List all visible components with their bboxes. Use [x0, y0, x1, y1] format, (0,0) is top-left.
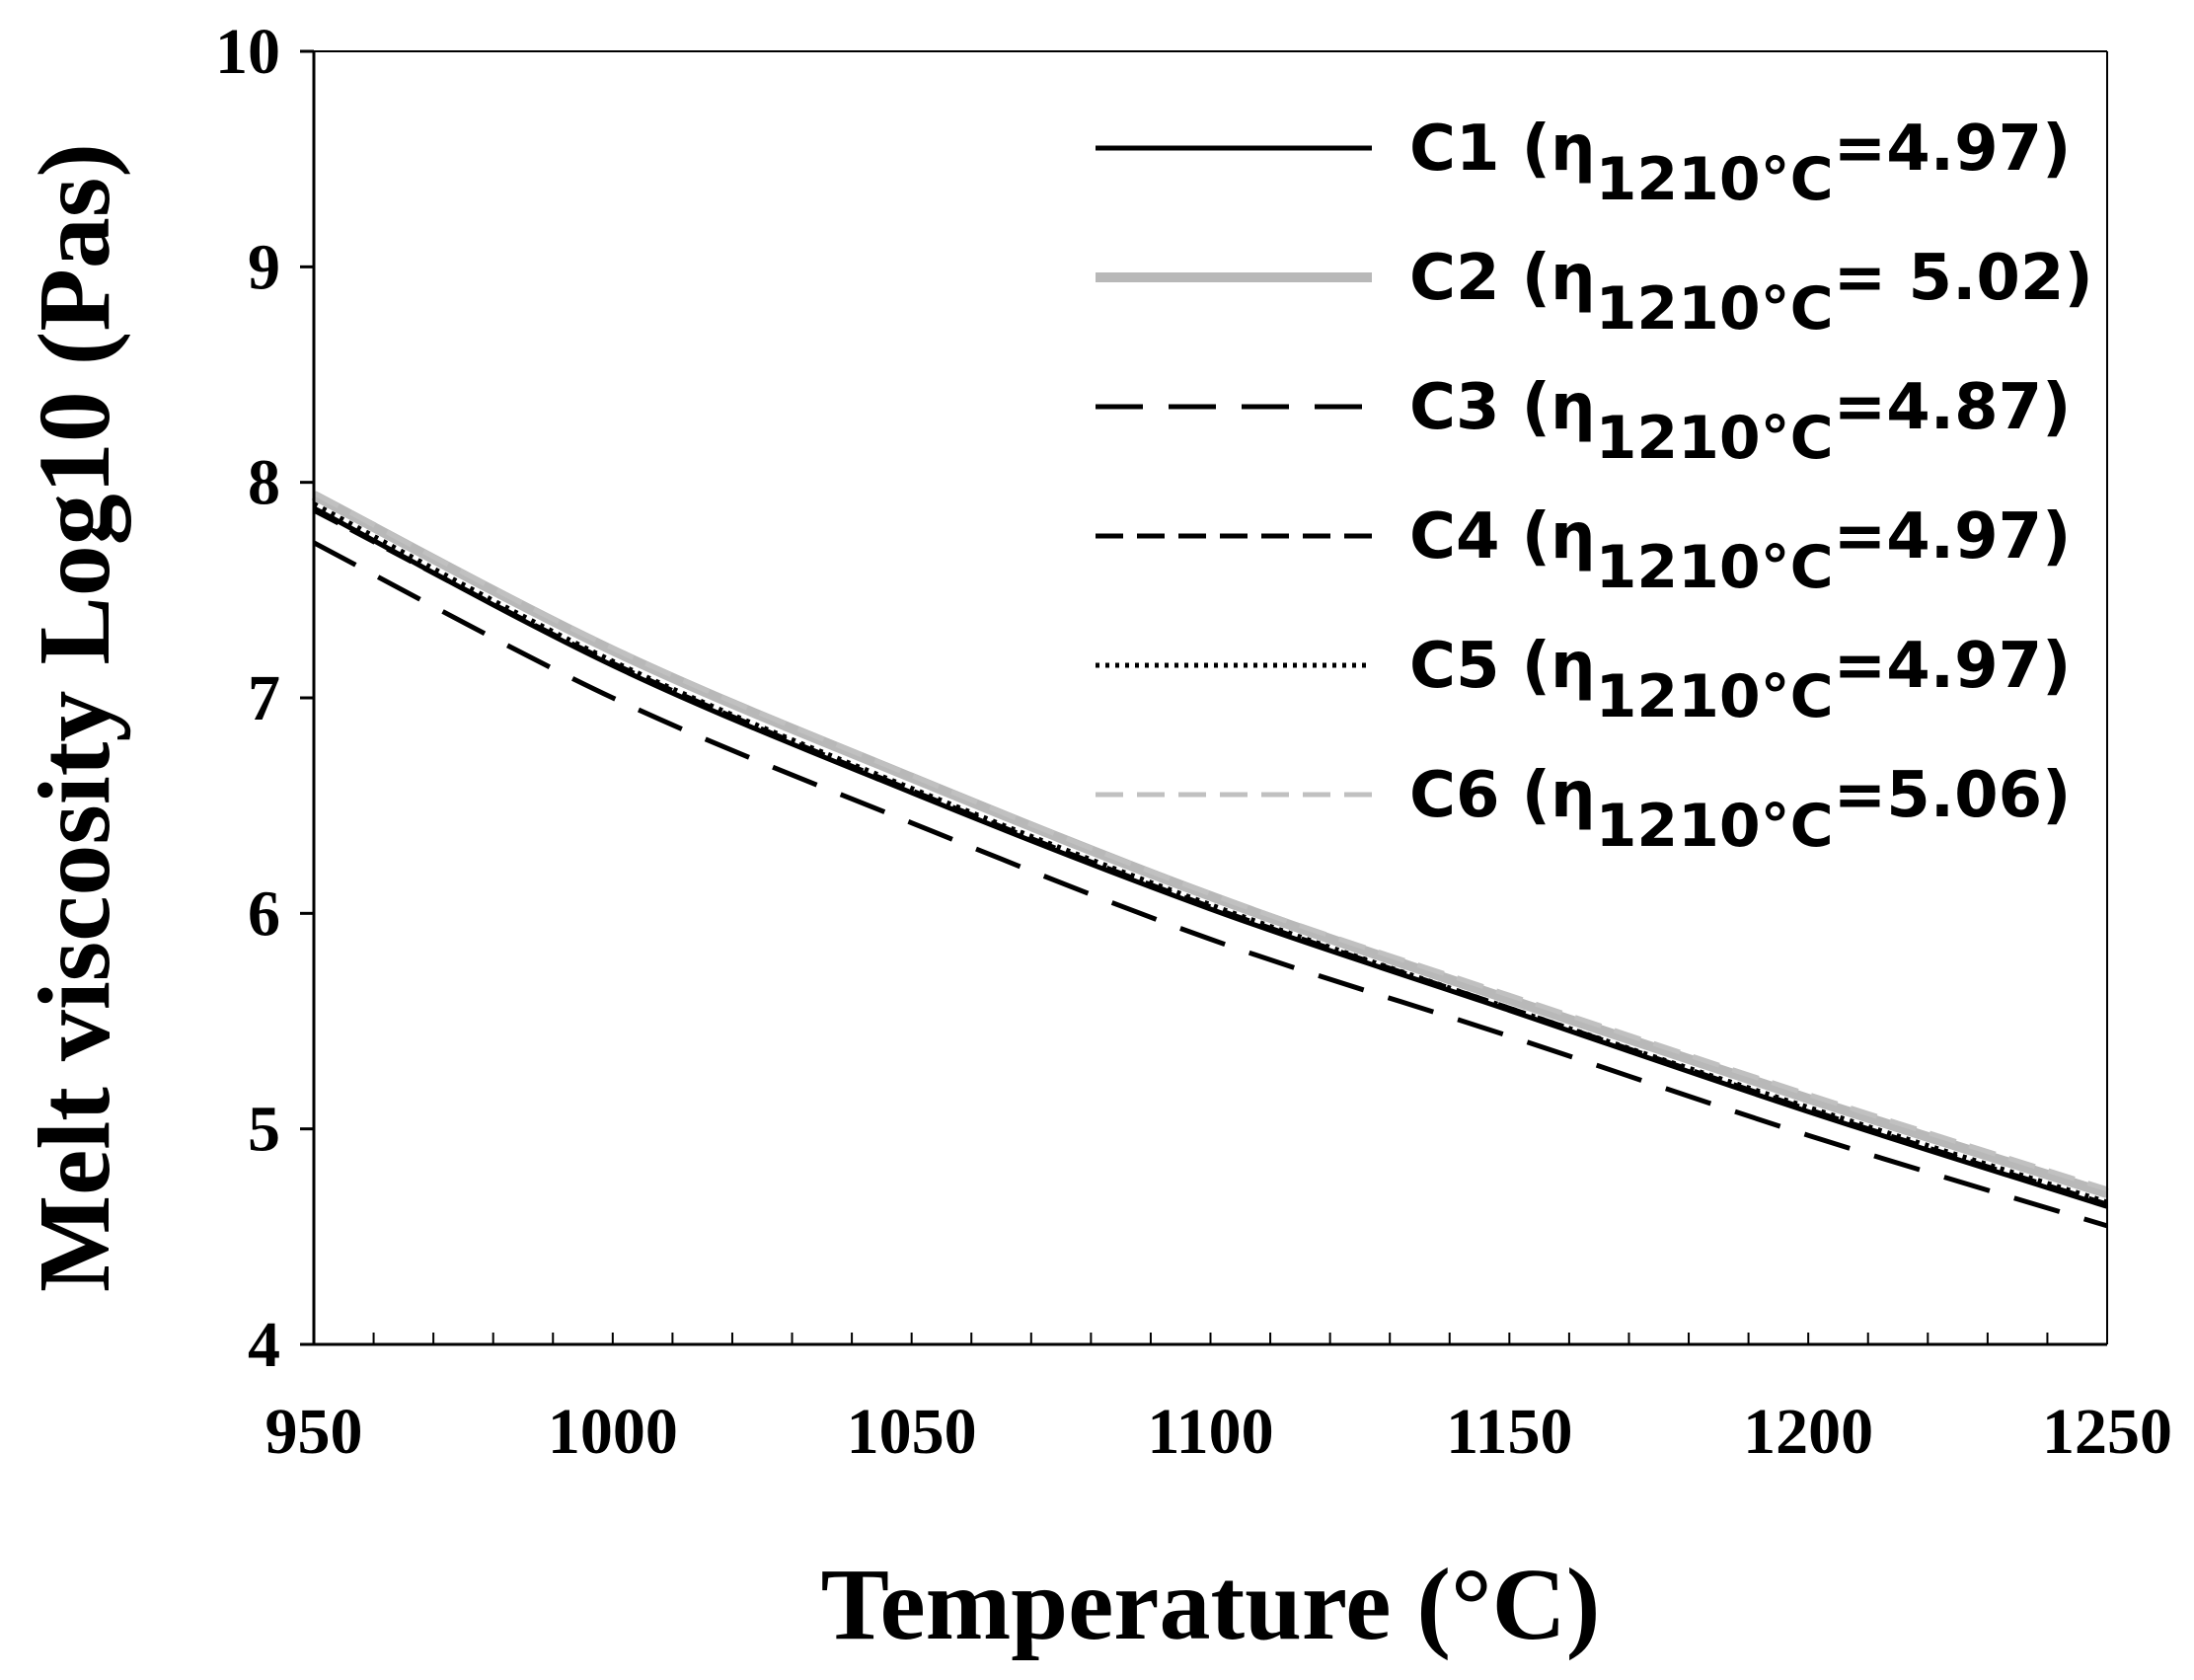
y-ticks: 4 5 6 7 8 9 10 — [215, 16, 314, 1381]
series-line-c2 — [311, 491, 2109, 1198]
legend-label-c5: C5 (η1210°C=4.97) — [1409, 630, 2071, 731]
series-line-c5 — [312, 501, 2108, 1205]
x-ticks: 950 1000 1050 1100 1150 1200 1250 — [265, 1333, 2172, 1468]
y-axis-title: Melt viscosity Log10 (Pas) — [18, 143, 131, 1292]
series-line-c1 — [312, 505, 2108, 1209]
series-line-c4 — [312, 507, 2108, 1207]
series-line-c6 — [312, 491, 2108, 1192]
y-tick-label: 8 — [248, 447, 280, 519]
legend-label-c3: C3 (η1210°C=4.87) — [1409, 371, 2071, 473]
x-tick-label: 950 — [265, 1396, 363, 1468]
plot-marks — [311, 491, 2109, 1229]
series-line-c3 — [312, 540, 2108, 1229]
x-tick-label: 1250 — [2042, 1396, 2172, 1468]
y-tick-label: 10 — [215, 16, 280, 88]
x-tick-label: 1200 — [1743, 1396, 1873, 1468]
x-tick-label: 1050 — [847, 1396, 977, 1468]
x-tick-label: 1100 — [1147, 1396, 1273, 1468]
y-tick-label: 4 — [248, 1309, 280, 1381]
legend-label-c2: C2 (η1210°C= 5.02) — [1409, 242, 2093, 344]
legend: C1 (η1210°C=4.97) C2 (η1210°C= 5.02) C3 (η… — [1096, 113, 2093, 861]
y-tick-label: 7 — [248, 662, 280, 734]
legend-label-c4: C4 (η1210°C=4.97) — [1409, 500, 2071, 602]
y-tick-label: 6 — [248, 878, 280, 950]
legend-label-c6: C6 (η1210°C=5.06) — [1409, 759, 2071, 861]
x-axis-title: Temperature (°C) — [821, 1548, 1601, 1661]
legend-label-c1: C1 (η1210°C=4.97) — [1409, 113, 2071, 214]
x-tick-label: 1000 — [548, 1396, 678, 1468]
axes: 950 1000 1050 1100 1150 1200 1250 4 5 6 7 8 9 10 — [215, 16, 2172, 1468]
y-tick-label: 9 — [248, 231, 280, 303]
x-tick-label: 1150 — [1446, 1396, 1572, 1468]
y-tick-label: 5 — [248, 1094, 280, 1166]
